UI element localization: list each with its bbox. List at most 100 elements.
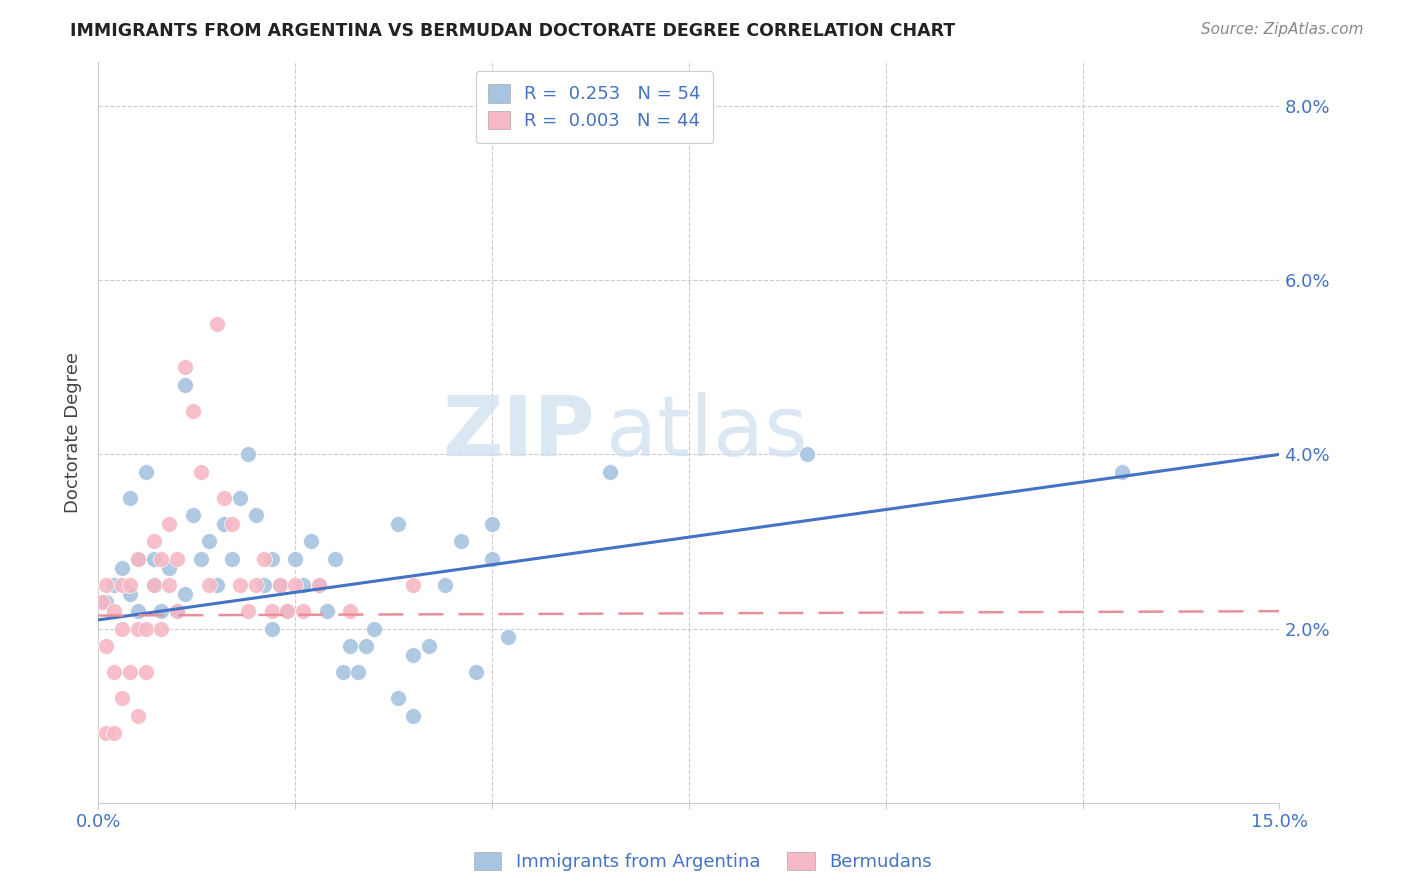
Legend: R =  0.253   N = 54, R =  0.003   N = 44: R = 0.253 N = 54, R = 0.003 N = 44: [475, 71, 713, 143]
Point: [96, 595, 118, 609]
Point: [127, 622, 149, 636]
Point: [276, 604, 298, 618]
Point: [315, 604, 337, 618]
Point: [276, 604, 298, 618]
Point: [402, 648, 425, 662]
Point: [197, 578, 219, 592]
Point: [174, 377, 197, 392]
Point: [142, 534, 165, 549]
Point: [166, 552, 188, 566]
Point: [450, 534, 472, 549]
Point: [103, 578, 125, 592]
Point: [166, 604, 188, 618]
Point: [127, 552, 149, 566]
Point: [418, 639, 440, 653]
Point: [481, 552, 503, 566]
Point: [96, 726, 118, 740]
Point: [221, 552, 243, 566]
Point: [269, 578, 291, 592]
Point: [260, 622, 283, 636]
Point: [260, 604, 283, 618]
Point: [284, 552, 307, 566]
Text: ZIP: ZIP: [441, 392, 595, 473]
Point: [229, 491, 252, 505]
Point: [157, 578, 180, 592]
Point: [433, 578, 456, 592]
Point: [236, 447, 259, 461]
Point: [221, 517, 243, 532]
Point: [387, 517, 409, 532]
Point: [308, 578, 330, 592]
Point: [299, 534, 322, 549]
Text: atlas: atlas: [606, 392, 808, 473]
Point: [496, 630, 519, 644]
Point: [135, 622, 157, 636]
Point: [157, 517, 180, 532]
Point: [103, 604, 125, 618]
Point: [245, 578, 267, 592]
Point: [111, 622, 134, 636]
Point: [796, 447, 818, 461]
Text: IMMIGRANTS FROM ARGENTINA VS BERMUDAN DOCTORATE DEGREE CORRELATION CHART: IMMIGRANTS FROM ARGENTINA VS BERMUDAN DO…: [70, 22, 956, 40]
Point: [1111, 465, 1133, 479]
Point: [347, 665, 370, 680]
Point: [174, 587, 197, 601]
Point: [481, 517, 503, 532]
Point: [91, 595, 114, 609]
Point: [339, 639, 361, 653]
Y-axis label: Doctorate Degree: Doctorate Degree: [65, 352, 83, 513]
Point: [323, 552, 346, 566]
Point: [118, 587, 141, 601]
Point: [118, 578, 141, 592]
Point: [135, 665, 157, 680]
Point: [292, 578, 315, 592]
Point: [205, 317, 228, 331]
Point: [197, 534, 219, 549]
Point: [214, 517, 236, 532]
Point: [402, 578, 425, 592]
Point: [599, 465, 621, 479]
Point: [150, 604, 173, 618]
Point: [111, 691, 134, 706]
Point: [245, 508, 267, 523]
Point: [284, 578, 307, 592]
Point: [166, 604, 188, 618]
Point: [332, 665, 354, 680]
Point: [96, 639, 118, 653]
Point: [260, 552, 283, 566]
Point: [354, 639, 377, 653]
Point: [127, 708, 149, 723]
Point: [135, 465, 157, 479]
Point: [103, 726, 125, 740]
Point: [363, 622, 385, 636]
Point: [190, 552, 212, 566]
Point: [214, 491, 236, 505]
Point: [174, 360, 197, 375]
Point: [181, 404, 204, 418]
Point: [118, 665, 141, 680]
Point: [253, 552, 276, 566]
Point: [308, 578, 330, 592]
Point: [111, 560, 134, 574]
Point: [465, 665, 488, 680]
Point: [190, 465, 212, 479]
Point: [127, 552, 149, 566]
Point: [111, 578, 134, 592]
Point: [103, 665, 125, 680]
Point: [181, 508, 204, 523]
Legend: Immigrants from Argentina, Bermudans: Immigrants from Argentina, Bermudans: [467, 845, 939, 879]
Point: [142, 578, 165, 592]
Point: [339, 604, 361, 618]
Point: [253, 578, 276, 592]
Point: [142, 578, 165, 592]
Point: [127, 604, 149, 618]
Point: [96, 578, 118, 592]
Point: [157, 560, 180, 574]
Point: [229, 578, 252, 592]
Point: [236, 604, 259, 618]
Point: [118, 491, 141, 505]
Point: [150, 622, 173, 636]
Point: [150, 552, 173, 566]
Point: [142, 552, 165, 566]
Text: Source: ZipAtlas.com: Source: ZipAtlas.com: [1201, 22, 1364, 37]
